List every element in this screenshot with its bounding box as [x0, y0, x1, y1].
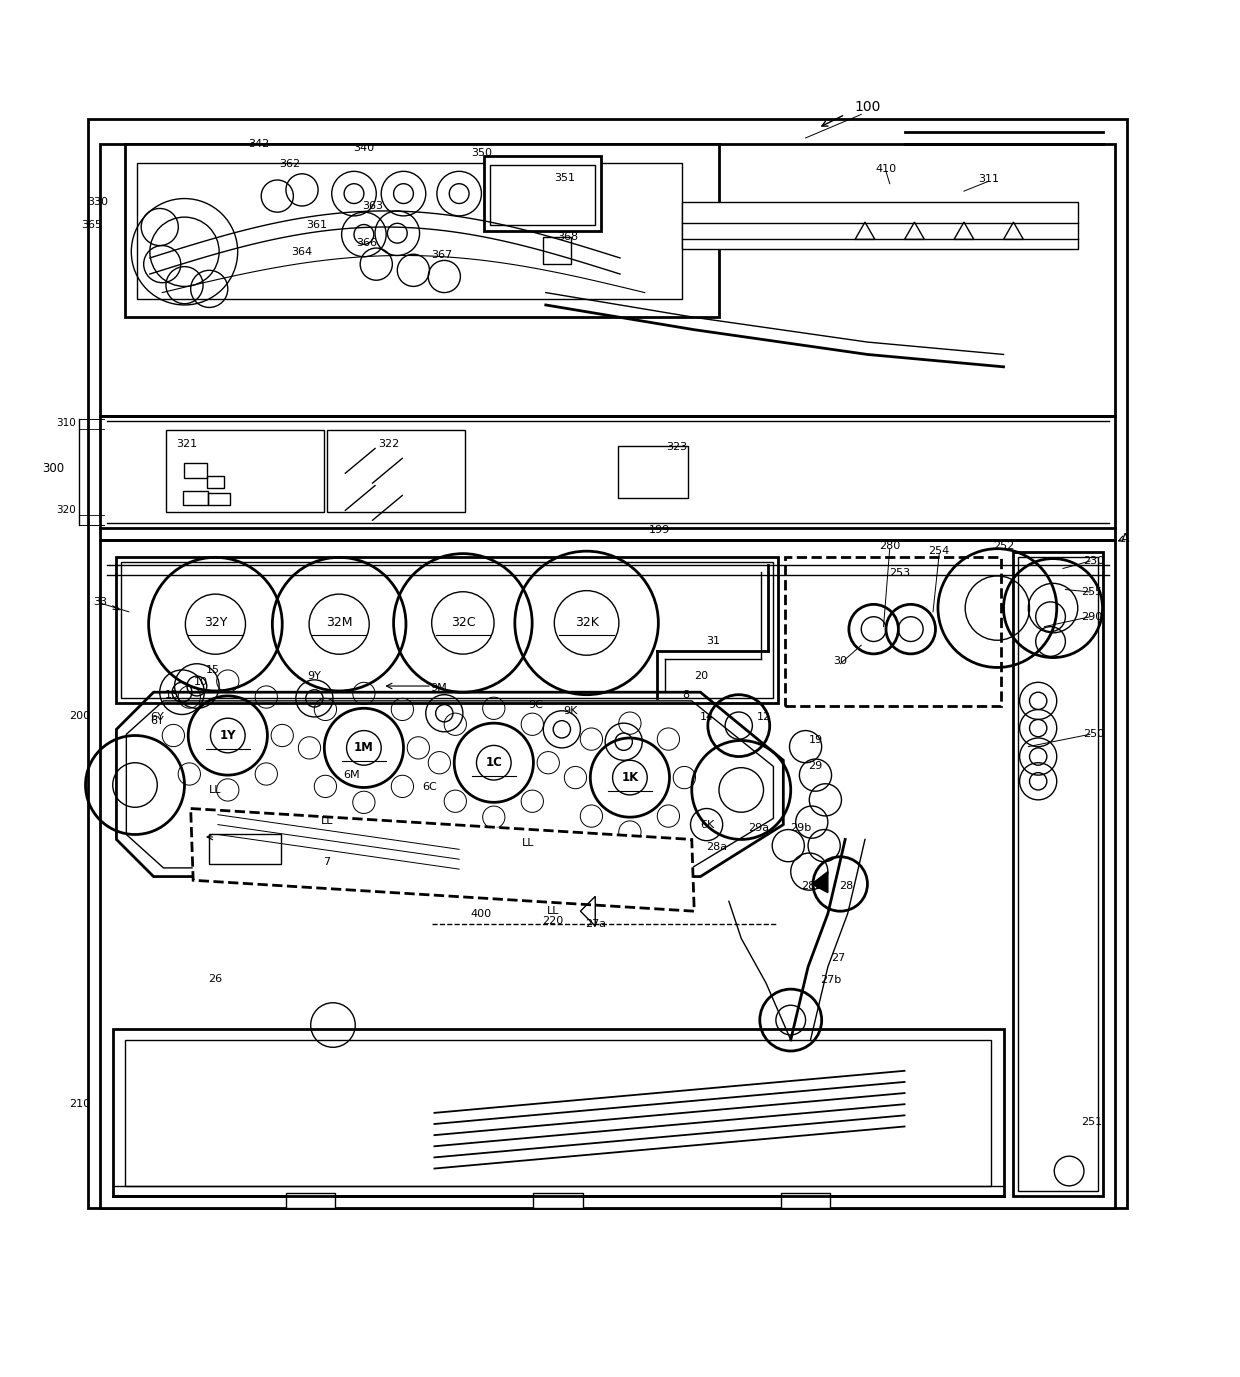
Text: 28: 28 [839, 881, 853, 891]
Text: 32K: 32K [574, 617, 599, 629]
Text: 321: 321 [176, 438, 197, 449]
FancyBboxPatch shape [682, 202, 1078, 249]
Text: 12: 12 [756, 712, 770, 722]
Text: 320: 320 [56, 505, 76, 515]
Text: 8: 8 [682, 690, 689, 700]
Text: 1Y: 1Y [219, 728, 236, 742]
Text: 367: 367 [432, 251, 453, 260]
Text: 32Y: 32Y [203, 617, 227, 629]
Text: 254: 254 [929, 547, 950, 556]
Text: 27b: 27b [820, 975, 841, 986]
Text: 6Y: 6Y [150, 712, 164, 722]
Text: 310: 310 [56, 419, 76, 428]
Text: 280: 280 [879, 541, 900, 551]
Text: 6C: 6C [422, 782, 436, 793]
Text: 322: 322 [378, 438, 399, 449]
Text: 15: 15 [206, 665, 219, 675]
Text: 14: 14 [699, 712, 714, 722]
Text: 351: 351 [554, 172, 575, 183]
Text: 19: 19 [808, 735, 822, 745]
Text: 323: 323 [666, 442, 687, 452]
Text: 29b: 29b [790, 823, 811, 833]
FancyBboxPatch shape [125, 145, 719, 317]
Text: 340: 340 [353, 143, 374, 153]
Text: 361: 361 [306, 219, 327, 230]
Text: 9M: 9M [430, 683, 446, 694]
Text: 28b: 28b [801, 881, 822, 891]
Text: 342: 342 [248, 139, 269, 149]
Polygon shape [191, 808, 694, 912]
Text: 252: 252 [993, 541, 1014, 551]
Text: 27: 27 [831, 953, 844, 964]
Text: 364: 364 [291, 246, 312, 256]
Text: 365: 365 [81, 219, 102, 230]
Text: 253: 253 [889, 569, 910, 578]
Text: 1K: 1K [621, 771, 639, 784]
FancyBboxPatch shape [781, 1194, 831, 1208]
Text: 9C: 9C [528, 700, 543, 709]
FancyBboxPatch shape [286, 1194, 336, 1208]
Text: 10: 10 [193, 677, 207, 687]
Text: 410: 410 [875, 164, 897, 174]
Text: 290: 290 [1081, 611, 1102, 622]
Text: 366: 366 [356, 238, 377, 248]
Text: LL: LL [210, 785, 222, 795]
Text: 29: 29 [808, 761, 822, 771]
Text: LL: LL [547, 906, 559, 916]
Text: 1C: 1C [485, 756, 502, 770]
Text: 300: 300 [42, 463, 64, 475]
Text: 230: 230 [1084, 556, 1105, 566]
Text: 200: 200 [68, 711, 89, 720]
Polygon shape [812, 872, 828, 892]
FancyBboxPatch shape [533, 1194, 583, 1208]
Text: 6Y: 6Y [150, 716, 164, 726]
FancyBboxPatch shape [100, 416, 1115, 540]
Text: 7: 7 [324, 856, 330, 866]
Text: 330: 330 [87, 197, 108, 208]
Text: 20: 20 [694, 671, 709, 682]
Text: 210: 210 [68, 1099, 89, 1110]
FancyBboxPatch shape [100, 145, 1115, 416]
Text: 1M: 1M [353, 741, 373, 755]
Text: 368: 368 [558, 231, 579, 242]
Text: 13: 13 [165, 690, 179, 700]
Text: 9Y: 9Y [308, 671, 321, 682]
Text: 29a: 29a [748, 823, 769, 833]
Text: 100: 100 [854, 99, 880, 114]
FancyBboxPatch shape [113, 1029, 1003, 1195]
Text: 32M: 32M [326, 617, 352, 629]
Text: 32C: 32C [450, 617, 475, 629]
Text: 31: 31 [706, 636, 719, 646]
Text: 350: 350 [471, 147, 492, 158]
Text: 27a: 27a [585, 918, 606, 928]
Text: A: A [1121, 533, 1130, 545]
FancyBboxPatch shape [484, 157, 601, 231]
Text: 30: 30 [833, 657, 847, 666]
Text: 255: 255 [1081, 587, 1102, 598]
Text: 6M: 6M [343, 770, 360, 781]
Text: 251: 251 [1081, 1117, 1102, 1126]
Text: 362: 362 [279, 158, 300, 169]
Text: 6K: 6K [701, 819, 715, 829]
Text: 199: 199 [649, 525, 670, 536]
Text: LL: LL [320, 817, 334, 826]
Text: 9K: 9K [563, 706, 578, 716]
Text: 220: 220 [543, 916, 564, 927]
Text: 26: 26 [208, 975, 222, 985]
Text: 311: 311 [978, 174, 999, 183]
Text: 250: 250 [1084, 730, 1105, 739]
Text: 33: 33 [93, 596, 108, 607]
FancyBboxPatch shape [100, 540, 1115, 1208]
Text: 400: 400 [471, 909, 492, 918]
Text: 28a: 28a [706, 841, 727, 852]
Text: 363: 363 [362, 201, 383, 211]
Text: LL: LL [522, 839, 534, 848]
